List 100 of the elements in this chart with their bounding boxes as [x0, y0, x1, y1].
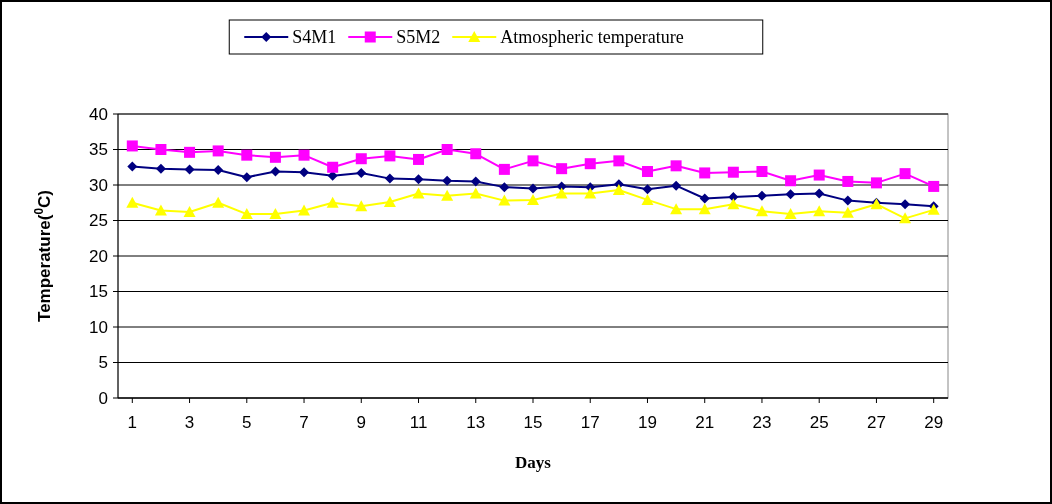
y-tick-label: 15: [89, 282, 108, 302]
point: [499, 182, 510, 193]
point: [298, 149, 310, 161]
point: [527, 155, 539, 167]
y-tick-label: 10: [89, 317, 108, 337]
x-tick-label: 29: [924, 413, 944, 432]
point: [613, 155, 625, 167]
point: [126, 196, 139, 208]
point: [727, 166, 739, 178]
point: [441, 144, 453, 155]
legend-label: S4M1: [292, 27, 337, 48]
x-tick-label: 27: [866, 413, 886, 432]
point: [527, 193, 539, 205]
point: [899, 168, 911, 180]
point: [355, 200, 368, 212]
y-tick-label: 35: [89, 140, 108, 160]
point: [584, 187, 597, 199]
point: [756, 190, 767, 201]
point: [184, 164, 195, 175]
point: [899, 212, 912, 224]
point: [755, 205, 768, 217]
point: [841, 206, 854, 218]
point: [784, 208, 797, 220]
x-tick-label: 15: [523, 413, 543, 432]
x-tick-label: 3: [184, 413, 195, 432]
point: [213, 165, 224, 176]
x-axis-title: Days: [515, 453, 552, 472]
x-tick-label: 17: [580, 413, 600, 432]
point: [355, 153, 367, 165]
point: [241, 149, 253, 161]
point: [384, 150, 396, 162]
x-tick-label: 13: [466, 413, 486, 432]
point: [641, 166, 653, 178]
y-tick-label: 0: [98, 388, 108, 408]
point: [126, 140, 138, 152]
x-tick-label: 23: [752, 413, 772, 432]
point: [813, 169, 825, 181]
point: [813, 205, 826, 217]
point: [671, 180, 682, 191]
point: [900, 199, 911, 210]
point: [327, 161, 339, 173]
point: [183, 205, 196, 217]
point: [670, 160, 682, 172]
point: [470, 148, 482, 160]
point: [470, 176, 481, 187]
point: [555, 187, 568, 199]
point: [241, 172, 252, 183]
y-tick-label: 40: [89, 104, 108, 124]
point: [299, 167, 310, 178]
point: [498, 163, 510, 175]
point: [412, 187, 425, 199]
point: [785, 175, 797, 187]
point: [413, 153, 425, 165]
x-tick-label: 21: [695, 413, 715, 432]
point: [270, 166, 281, 177]
legend-label: S5M2: [396, 27, 441, 48]
point: [384, 173, 395, 184]
point: [154, 204, 167, 216]
point: [814, 188, 825, 199]
point: [727, 198, 740, 210]
point: [670, 203, 683, 215]
x-tick-label: 9: [356, 413, 367, 432]
x-tick-label: 7: [299, 413, 309, 432]
point: [699, 193, 710, 204]
point: [441, 189, 454, 201]
point: [240, 208, 253, 220]
point: [298, 204, 311, 216]
point: [269, 208, 282, 220]
y-tick-label: 30: [89, 175, 108, 195]
x-tick-label: 19: [638, 413, 657, 432]
point: [155, 163, 166, 174]
point: [498, 194, 511, 206]
point: [269, 151, 281, 163]
point: [326, 196, 339, 208]
point: [556, 163, 568, 175]
y-tick-label: 20: [89, 246, 108, 266]
point: [698, 203, 711, 215]
point: [127, 161, 138, 172]
point: [642, 184, 653, 195]
legend-label: Atmospheric temperature: [500, 27, 684, 48]
point: [584, 158, 596, 170]
point: [383, 196, 396, 208]
y-tick-label: 5: [98, 353, 108, 373]
x-tick-label: 11: [409, 413, 428, 432]
x-tick-label: 1: [127, 413, 138, 432]
point: [528, 183, 538, 194]
y-tick-label: 25: [89, 211, 108, 231]
point: [756, 166, 768, 178]
point: [612, 183, 625, 195]
point: [842, 195, 853, 206]
point: [442, 175, 453, 186]
point: [469, 187, 482, 199]
point: [212, 196, 225, 208]
point: [184, 146, 196, 158]
point: [842, 175, 854, 187]
point: [413, 174, 424, 185]
x-tick-label: 5: [242, 413, 252, 432]
point: [785, 189, 796, 200]
point: [641, 193, 654, 205]
point: [870, 177, 882, 189]
